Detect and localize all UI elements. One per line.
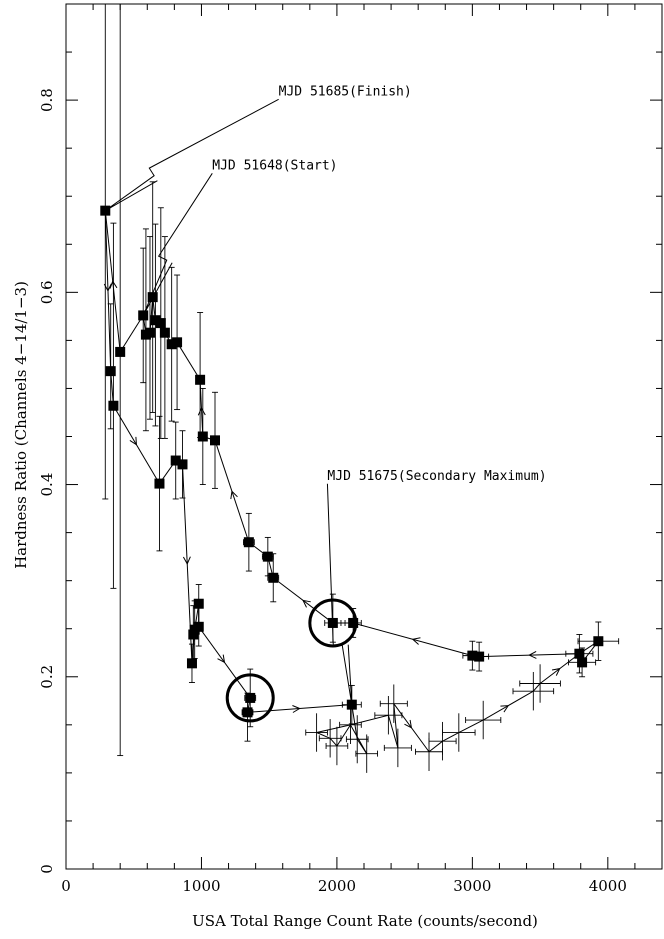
track-arrow <box>292 705 301 713</box>
data-point-square <box>242 707 253 718</box>
data-layer <box>100 4 620 773</box>
x-tick-label: 4000 <box>589 877 627 895</box>
track-arrow <box>109 280 118 289</box>
data-point-square <box>154 478 165 489</box>
data-point-square <box>172 337 183 348</box>
y-tick-label: 0.8 <box>38 88 56 112</box>
track-segment <box>351 704 358 740</box>
data-point-square <box>150 315 161 326</box>
data-point-square <box>155 318 166 329</box>
track-arrow <box>500 705 510 713</box>
data-point-square <box>186 658 197 669</box>
track-segment <box>442 732 460 742</box>
x-tick-label: 3000 <box>453 877 491 895</box>
x-tick-label: 0 <box>61 877 71 895</box>
track-segment <box>119 315 144 353</box>
data-point-square <box>593 636 604 647</box>
data-point-square <box>144 327 155 338</box>
track-arrow <box>103 283 112 293</box>
annotation-pointer <box>142 173 213 316</box>
track-arrow <box>230 490 238 500</box>
track-segment <box>176 342 201 381</box>
data-point-square <box>574 648 585 659</box>
annotation-pointer <box>104 98 279 212</box>
track-segment <box>532 683 541 692</box>
y-tick-label: 0.4 <box>38 473 56 497</box>
data-point-square <box>268 572 279 583</box>
track-segment <box>393 703 399 748</box>
data-point-square <box>577 657 588 668</box>
track-arrow <box>217 654 226 664</box>
data-point-square <box>105 366 116 377</box>
data-point-square <box>115 346 126 357</box>
data-point-square <box>170 455 181 466</box>
data-point-square <box>245 692 256 703</box>
annotation-label: MJD 51648(Start) <box>212 158 337 173</box>
data-point-square <box>166 339 177 350</box>
track-segment <box>316 732 331 739</box>
data-point-square <box>243 537 254 548</box>
track-arrow <box>182 556 191 565</box>
data-point-square <box>159 327 170 338</box>
data-point-square <box>262 551 273 562</box>
track-arrow <box>404 719 413 729</box>
data-point-square <box>474 651 485 662</box>
annotation-layer: MJD 51685(Finish) MJD 51648(Start) MJD 516… <box>104 84 547 705</box>
track-segment <box>387 715 399 749</box>
y-tick-label: 0.2 <box>38 665 56 689</box>
axis-layer: 0 1000 2000 3000 4000 0 0.2 0.4 0.6 0.8 <box>38 4 663 895</box>
track-arrow <box>411 637 421 645</box>
track-segment <box>350 714 389 726</box>
track-segment <box>316 724 351 734</box>
x-tick-label: 2000 <box>318 877 356 895</box>
track-segment <box>458 719 484 733</box>
annotation-label: MJD 51675(Secondary Maximum) <box>327 469 546 484</box>
track-arrow <box>528 651 537 659</box>
track-segment <box>350 724 368 754</box>
highlight-circle <box>225 673 275 723</box>
data-point-square <box>195 374 206 385</box>
data-point-square <box>348 617 359 628</box>
data-point-square <box>193 598 204 609</box>
track-segment <box>110 371 114 406</box>
y-tick-label: 0.6 <box>38 280 56 304</box>
track-arrow <box>129 436 138 446</box>
track-segment <box>149 297 154 333</box>
track-segment <box>428 740 443 753</box>
x-tick-label: 1000 <box>182 877 220 895</box>
data-point-square <box>197 431 208 442</box>
track-segment <box>336 724 351 747</box>
data-point-square <box>210 435 220 446</box>
track-segment <box>329 737 338 747</box>
data-point-square <box>177 459 188 470</box>
track-arrow <box>302 599 311 608</box>
track-arrow <box>197 407 206 416</box>
annotation-label: MJD 51685(Finish) <box>279 84 412 99</box>
y-axis-label: Hardness Ratio (Channels 4−14/1−3) <box>12 281 30 569</box>
y-tick-label: 0 <box>38 864 56 874</box>
data-point-square <box>108 400 119 411</box>
x-axis-label: USA Total Range Count Rate (counts/secon… <box>192 912 538 930</box>
annotation-pointer <box>326 483 353 705</box>
data-point-square <box>467 650 478 661</box>
data-point-square <box>193 621 204 632</box>
track-arrow <box>551 667 561 676</box>
data-point-square <box>188 629 199 640</box>
